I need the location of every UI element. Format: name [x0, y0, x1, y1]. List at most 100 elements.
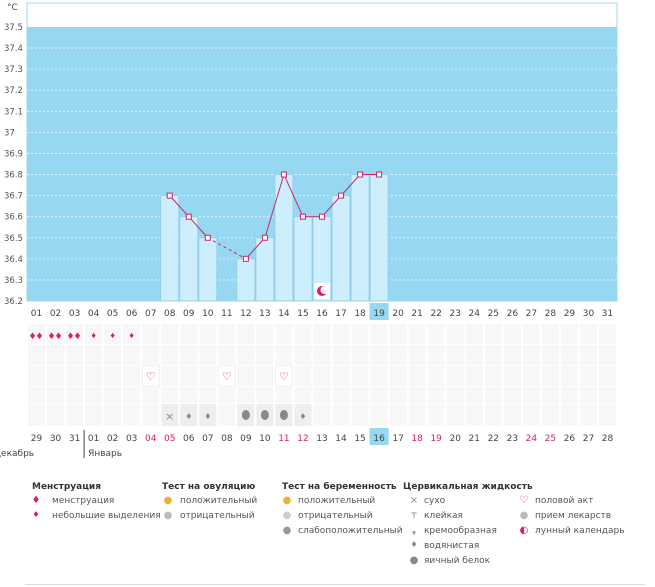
temperature-point: [261, 234, 268, 241]
x-tick-label: 12: [240, 309, 251, 319]
temperature-point: [299, 213, 306, 220]
date-label: 11: [278, 434, 289, 444]
row-cell: [560, 404, 578, 426]
date-label: 24: [526, 434, 538, 444]
temperature-point: [280, 171, 287, 178]
y-tick-label: 37.2: [4, 86, 23, 96]
row-cell: [104, 366, 122, 386]
row-cell: [161, 366, 179, 386]
row-cell: [142, 345, 160, 365]
row-cell: [85, 366, 103, 386]
row-cell: [427, 404, 445, 426]
month-right-label: Январь: [88, 449, 122, 459]
date-label: 07: [202, 434, 213, 444]
eggwhite-icon: [241, 410, 250, 420]
row-cell: [218, 387, 236, 403]
legend-pregnancy-negative: отрицательный: [298, 511, 373, 521]
row-cell: [522, 387, 540, 403]
row-cell: [522, 324, 540, 344]
y-tick-label: 36.8: [4, 171, 23, 181]
line-segment: [245, 237, 266, 260]
row-cell: [47, 387, 65, 403]
eggwhite-icon: ●: [409, 555, 419, 566]
date-label: 29: [31, 434, 43, 444]
current-day-highlight: [369, 303, 389, 320]
row-cell: [389, 324, 407, 344]
temperature-bar: [236, 258, 256, 302]
temperature-point: [376, 171, 383, 178]
temperature-bar: [255, 237, 275, 302]
date-label: 10: [259, 434, 271, 444]
date-label: 13: [316, 434, 327, 444]
row-cell: [66, 345, 84, 365]
symptom-rows: ♦♦ ♦♦ ♦♦ ♦ ♦ ♦♡ ♡ ♡× ♦ ♦ ♦: [28, 324, 616, 426]
row-cell: [237, 366, 255, 386]
date-label: 03: [126, 434, 137, 444]
y-tick-label: 37.5: [4, 23, 23, 33]
x-tick-label: 21: [411, 309, 422, 319]
legend-moon: лунный календарь: [535, 526, 625, 536]
row-cell: [123, 324, 141, 344]
row-cell: [408, 324, 426, 344]
blood-drop-icon: ♦: [35, 332, 43, 342]
row-cell: [351, 404, 369, 426]
date-label: 06: [183, 434, 195, 444]
temperature-bar: [350, 174, 370, 302]
row-cell: [28, 404, 46, 426]
temperature-bar: [274, 174, 294, 302]
row-cell: [28, 345, 46, 365]
row-cell: [598, 345, 616, 365]
y-tick-label: 37: [4, 128, 15, 138]
row-cell: [427, 387, 445, 403]
temperature-bar: [331, 195, 351, 302]
legend-menstruation-title: Менструация: [32, 482, 101, 492]
x-tick-label: 25: [488, 309, 499, 319]
row-cell: [256, 324, 274, 344]
legend-pregnancy-positive: положительный: [298, 496, 376, 506]
temperature-bar: [179, 216, 199, 302]
calendar-dates: 29 30 31 01 02 03 04 05 06 07 08 09 10 11 12 13 14 15 16 17…: [0, 428, 613, 459]
x-tick-label: 29: [564, 309, 576, 319]
temperature-bar: [198, 237, 218, 302]
date-label: 28: [602, 434, 614, 444]
row-cell: [123, 404, 141, 426]
x-tick-label: 20: [392, 309, 404, 319]
line-segment: [321, 195, 342, 218]
date-label: 22: [488, 434, 499, 444]
y-tick-label: 36.6: [4, 213, 23, 223]
date-label: 15: [354, 434, 365, 444]
row-cell: [294, 387, 312, 403]
row-cell: [484, 324, 502, 344]
x-tick-label: 31: [602, 309, 613, 319]
current-date-highlight: [369, 428, 389, 445]
row-cell: [560, 387, 578, 403]
row-cell: [275, 324, 293, 344]
line-segment: [340, 174, 361, 196]
row-cell: [465, 404, 483, 426]
legend-spotting-item: небольшие выделения: [52, 511, 161, 521]
date-label: 21: [469, 434, 480, 444]
x-tick-label: 11: [221, 309, 232, 319]
heart-icon: ♡: [146, 370, 156, 383]
row-cell: [142, 324, 160, 344]
date-label: 18: [411, 434, 423, 444]
heart-icon: ♡: [279, 370, 289, 383]
row-cell: [332, 345, 350, 365]
blood-drop-icon: ♦: [74, 332, 82, 342]
date-label: 12: [297, 434, 308, 444]
eggwhite-icon: [260, 410, 269, 420]
date-label: 05: [164, 434, 175, 444]
temperature-point: [357, 171, 364, 178]
temperature-point: [166, 192, 173, 199]
row-cell: [85, 404, 103, 426]
row-cell: [484, 366, 502, 386]
legend-intercourse: половой акт: [535, 496, 594, 506]
date-label: 27: [583, 434, 594, 444]
row-cell: [579, 404, 597, 426]
row-cell: [142, 404, 160, 426]
x-tick-label: 08: [164, 309, 176, 319]
heart-icon: ♡: [519, 495, 529, 506]
temperature-point: [242, 255, 249, 262]
row-cell: [408, 366, 426, 386]
row-cell: [332, 387, 350, 403]
